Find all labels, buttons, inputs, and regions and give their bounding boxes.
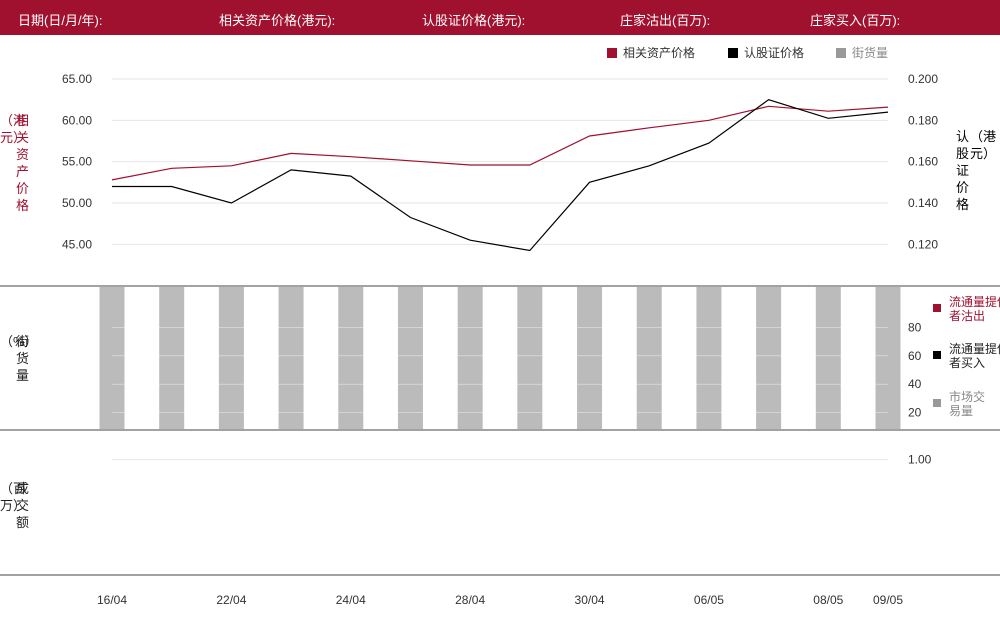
outstanding-bar [875, 287, 901, 429]
outstanding-bar [457, 287, 483, 429]
outstanding-bar [218, 287, 244, 429]
x-tick-label: 08/05 [813, 593, 843, 607]
mm-buy-swatch [933, 351, 941, 359]
x-tick-label: 06/05 [694, 593, 724, 607]
legend-item-outstanding: 街货量 [836, 44, 888, 61]
warrant-swatch [728, 48, 738, 58]
x-tick-label: 09/05 [873, 593, 903, 607]
mm-buy-label: 庄家买入(百万): [810, 13, 901, 28]
x-tick-label: 24/04 [336, 593, 366, 607]
outstanding-tick-label: 80 [908, 320, 922, 334]
outstanding-bar [815, 287, 841, 429]
outstanding-swatch [836, 48, 846, 58]
warrant-price-line [112, 99, 889, 252]
outstanding-axis-title: （%）街货量 [0, 334, 38, 383]
outstanding-tick-label: 60 [908, 349, 922, 363]
y-left-tick-label: 60.00 [62, 113, 92, 127]
y-left-tick-label: 45.00 [62, 237, 92, 251]
outstanding-bar [696, 287, 722, 429]
x-tick-label: 16/04 [97, 593, 127, 607]
turnover-tick-label: 1.00 [908, 453, 932, 467]
outstanding-bar [278, 287, 304, 429]
x-tick-label: 30/04 [575, 593, 605, 607]
y-left-tick-label: 65.00 [62, 72, 92, 86]
y-left-tick-label: 55.00 [62, 155, 92, 169]
y-right-tick-label: 0.120 [908, 237, 938, 251]
warrant-price-label: 认股证价格(港元): [422, 13, 526, 28]
underlying-swatch [607, 48, 617, 58]
outstanding-bar [756, 287, 782, 429]
outstanding-bar [517, 287, 543, 429]
legend-item-warrant: 认股证价格 [728, 44, 804, 61]
underlying-price-line [111, 105, 889, 181]
outstanding-bar [397, 287, 423, 429]
y-left-tick-label: 50.00 [62, 196, 92, 210]
x-tick-label: 22/04 [216, 593, 246, 607]
outstanding-bar [577, 287, 603, 429]
outstanding-bar [159, 287, 185, 429]
x-tick-label: 28/04 [455, 593, 485, 607]
header-bar: 日期(日/月/年): 相关资产价格(港元): 认股证价格(港元): 庄家沽出(百… [0, 0, 1000, 35]
y-right-tick-label: 0.200 [908, 72, 938, 86]
outstanding-bar [99, 287, 125, 429]
outstanding-tick-label: 40 [908, 377, 922, 391]
market-turnover-swatch [933, 399, 941, 407]
mm-sell-swatch [933, 304, 941, 312]
left-axis-title: （港元）相关资产价格 [0, 113, 29, 213]
y-right-tick-label: 0.140 [908, 196, 938, 210]
underlying-price-label: 相关资产价格(港元): [219, 13, 336, 28]
y-right-tick-label: 0.180 [908, 113, 938, 127]
outstanding-bar [338, 287, 364, 429]
right-axis-title: 认股证价格（港元） [955, 129, 997, 212]
y-right-tick-label: 0.160 [908, 155, 938, 169]
outstanding-bar [636, 287, 662, 429]
outstanding-tick-label: 20 [908, 406, 922, 420]
date-label: 日期(日/月/年): [18, 13, 103, 28]
turnover-axis-title: （百万）成交额 [0, 481, 29, 530]
legend-item-underlying: 相关资产价格 [607, 44, 695, 61]
mm-sell-label: 庄家沽出(百万): [620, 13, 711, 28]
